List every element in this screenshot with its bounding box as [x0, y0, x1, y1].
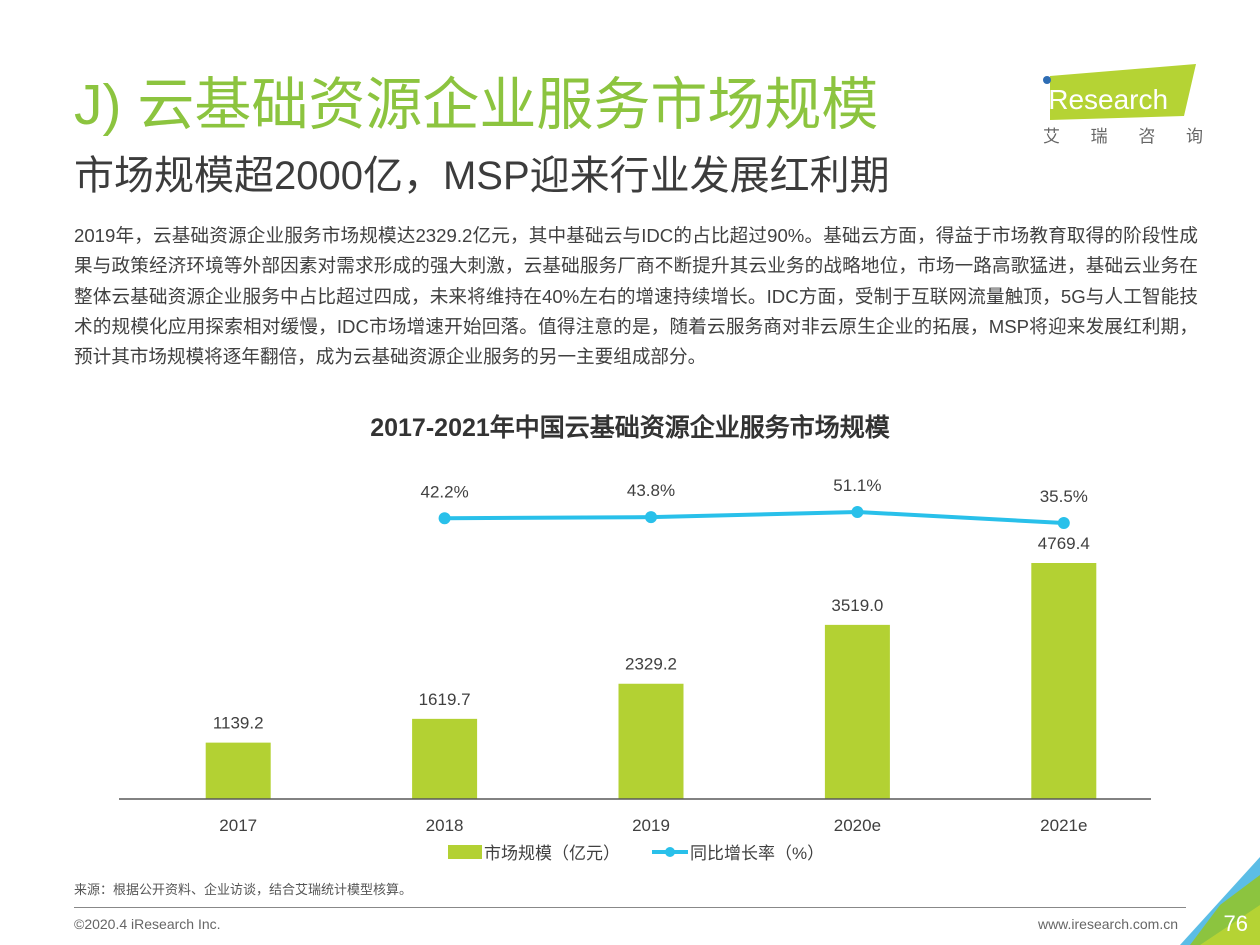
- page-number: 76: [1223, 911, 1248, 936]
- bar-value-label: 3519.0: [831, 596, 883, 615]
- growth-point-2020e: [851, 506, 864, 518]
- bar-value-label: 4769.4: [1038, 534, 1090, 553]
- logo-dot-icon: [1043, 76, 1051, 84]
- logo-i-stem: [1044, 86, 1050, 112]
- logo-cn-char: 艾: [1043, 127, 1060, 146]
- x-tick-label: 2020e: [834, 816, 881, 835]
- logo-green-banner: [1050, 64, 1196, 120]
- copyright: ©2020.4 iResearch Inc.: [74, 916, 221, 932]
- source-note: 来源：根据公开资料、企业访谈，结合艾瑞统计模型核算。: [74, 882, 413, 897]
- logo-cn-text: 艾 瑞 咨 询: [1043, 122, 1203, 147]
- growth-rate-line: [444, 509, 1064, 525]
- growth-point-2021e: [1057, 517, 1070, 529]
- bar-value-label: 1619.7: [419, 690, 471, 709]
- logo-cn-char: 瑞: [1090, 127, 1108, 146]
- legend-bar-swatch: [448, 845, 482, 859]
- bar-2020e: [824, 624, 890, 799]
- growth-value-label: 51.1%: [833, 476, 881, 495]
- growth-point-2018: [438, 512, 451, 525]
- logo-cn-char: 询: [1185, 127, 1203, 146]
- growth-point-2019: [645, 511, 657, 524]
- footer-divider: [74, 907, 1186, 908]
- bar-2018: [412, 718, 478, 799]
- x-tick-label: 2021e: [1040, 816, 1087, 835]
- corner-decoration: [1180, 857, 1260, 945]
- growth-value-label: 43.8%: [627, 481, 675, 500]
- x-tick-label: 2018: [426, 816, 464, 835]
- bar-2017: [205, 742, 271, 799]
- x-tick-label: 2017: [219, 816, 257, 835]
- logo-text: iResearch: [1042, 84, 1168, 115]
- bar-value-label: 1139.2: [213, 714, 264, 733]
- iresearch-logo: iResearch: [1042, 64, 1196, 120]
- growth-line-layer: 42.2% 43.8% 51.1% 35.5%: [420, 476, 1088, 529]
- body-paragraph: 2019年，云基础资源企业服务市场规模达2329.2亿元，其中基础云与IDC的占…: [74, 225, 1198, 368]
- page-title: J) 云基础资源企业服务市场规模: [74, 73, 879, 137]
- bar-2021e: [1031, 563, 1097, 799]
- legend-line-marker: [665, 847, 675, 857]
- growth-value-label: 42.2%: [420, 482, 468, 501]
- legend-line-label: 同比增长率（%）: [690, 844, 824, 863]
- x-tick-labels: 2017 2018 2019 2020e 2021e: [219, 816, 1087, 835]
- legend-bar-label: 市场规模（亿元）: [484, 844, 620, 863]
- x-tick-label: 2019: [632, 816, 670, 835]
- website-link[interactable]: www.iresearch.com.cn: [1037, 916, 1178, 932]
- bar-2019: [618, 683, 684, 799]
- growth-value-label: 35.5%: [1040, 487, 1088, 506]
- bars-layer: 1139.2 1619.7 2329.2 3519.0 4769.4: [205, 534, 1097, 799]
- legend: 市场规模（亿元） 同比增长率（%）: [448, 844, 824, 863]
- page-subtitle: 市场规模超2000亿，MSP迎来行业发展红利期: [74, 154, 890, 198]
- logo-cn-char: 咨: [1138, 127, 1156, 146]
- bar-value-label: 2329.2: [625, 655, 677, 674]
- chart-title: 2017-2021年中国云基础资源企业服务市场规模: [370, 414, 890, 442]
